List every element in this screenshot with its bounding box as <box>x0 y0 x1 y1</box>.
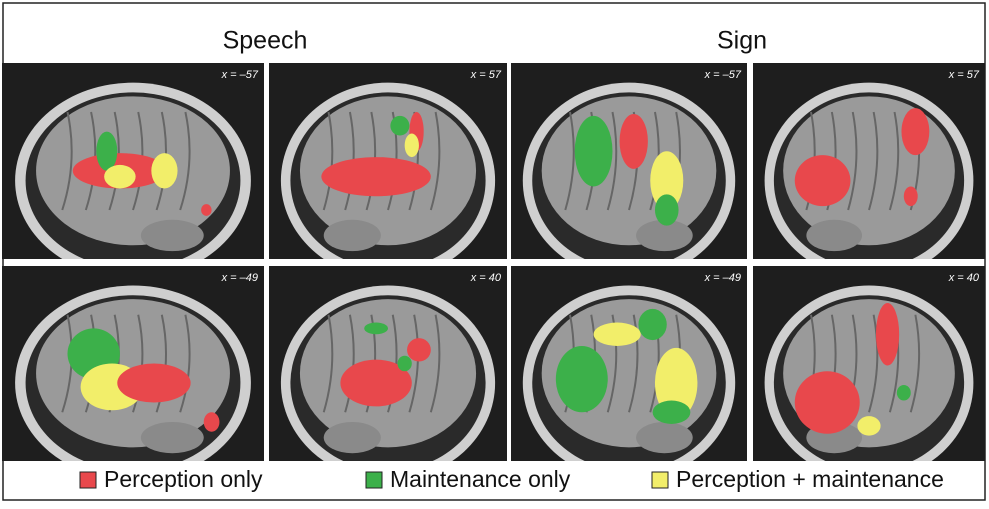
panel-content <box>511 63 747 279</box>
activation-blob <box>795 371 860 433</box>
activation-blob <box>901 108 929 155</box>
legend-label: Perception only <box>104 466 263 492</box>
activation-blob <box>405 134 419 158</box>
legend: Perception only Maintenance only Perceptio… <box>80 466 944 492</box>
figure: Speech Sign x = –57x = 57x = –57x = 57x … <box>0 0 989 504</box>
activation-blob <box>364 323 388 335</box>
legend-swatch <box>366 472 382 488</box>
brain-panel: x = –57 <box>2 63 264 279</box>
panel-content <box>753 63 985 279</box>
panel-label: x = 57 <box>948 69 980 81</box>
cerebellum <box>324 220 381 251</box>
brain-panel: x = 40 <box>753 266 985 481</box>
cerebellum <box>324 422 381 453</box>
brain-panel: x = –49 <box>2 266 264 481</box>
activation-blob <box>620 114 648 169</box>
brain-panel: x = 40 <box>269 266 507 481</box>
brain-panel: x = 57 <box>269 63 507 279</box>
panel-label: x = 57 <box>470 69 502 81</box>
panel-label: x = –49 <box>704 272 741 284</box>
activation-blob <box>876 303 899 365</box>
activation-blob <box>321 157 430 196</box>
panel-label: x = –57 <box>704 69 742 81</box>
activation-blob <box>104 165 135 189</box>
activation-blob <box>904 186 918 206</box>
brain-panel: x = 57 <box>753 63 985 279</box>
brain-panel: x = –49 <box>511 266 747 481</box>
activation-blob <box>398 356 412 372</box>
activation-blob <box>857 416 880 436</box>
panel-content <box>2 266 264 481</box>
activation-blob <box>575 116 613 187</box>
activation-blob <box>96 132 117 171</box>
column-header: Speech <box>223 27 308 55</box>
activation-blob <box>390 116 409 136</box>
activation-blob <box>795 155 851 206</box>
activation-blob <box>594 323 641 346</box>
panel-label: x = 40 <box>948 272 980 284</box>
activation-blob <box>897 385 911 401</box>
activation-blob <box>407 338 431 361</box>
panel-grid: x = –57 x = 57 x = –57 x = 57 x = –49 x = 40 x… <box>2 63 985 481</box>
brain-panel: x = –57 <box>511 63 747 279</box>
panel-content <box>2 63 264 279</box>
cerebellum <box>636 422 693 453</box>
legend-label: Maintenance only <box>390 466 571 492</box>
panel-label: x = –49 <box>221 272 258 284</box>
panel-label: x = –57 <box>221 69 259 81</box>
panel-content <box>269 63 507 279</box>
legend-swatch <box>652 472 668 488</box>
activation-blob <box>204 412 220 432</box>
activation-blob <box>556 346 608 412</box>
cerebellum <box>141 220 204 251</box>
activation-blob <box>638 309 666 340</box>
activation-blob <box>655 194 679 225</box>
activation-blob <box>117 364 190 403</box>
activation-blob <box>151 153 177 188</box>
cerebellum <box>806 220 862 251</box>
panel-label: x = 40 <box>470 272 502 284</box>
panel-content <box>753 266 985 481</box>
column-header: Sign <box>717 27 767 55</box>
legend-swatch <box>80 472 96 488</box>
panel-content <box>511 266 747 481</box>
activation-blob <box>653 401 691 424</box>
cerebellum <box>141 422 204 453</box>
activation-blob <box>201 204 211 216</box>
legend-label: Perception + maintenance <box>676 466 944 492</box>
panel-content <box>269 266 507 481</box>
